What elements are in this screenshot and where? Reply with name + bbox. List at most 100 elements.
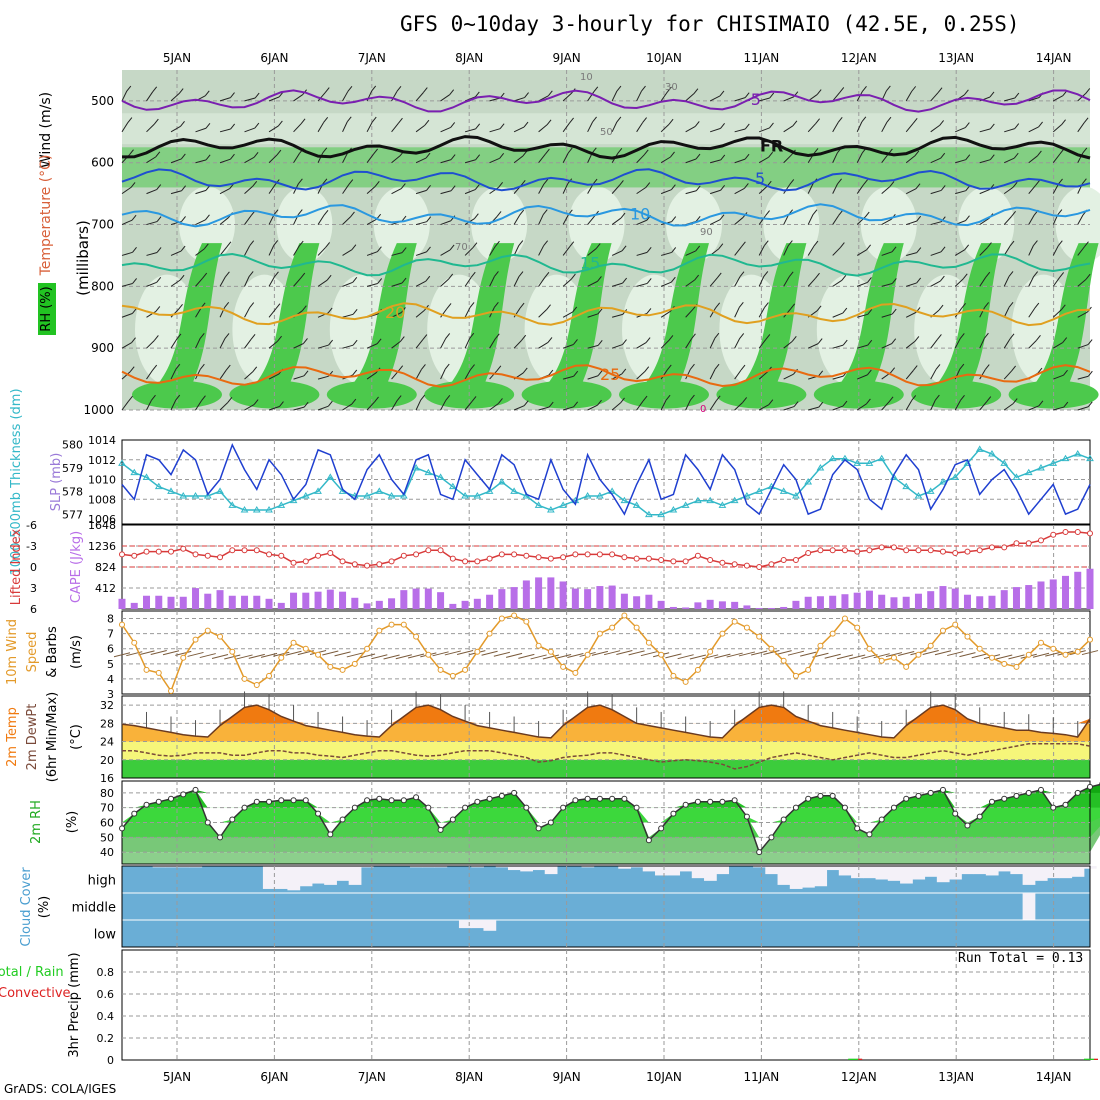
wind-barb-10m — [861, 654, 878, 660]
wind-barb — [426, 185, 431, 191]
wind-barb — [937, 87, 943, 94]
cape-bar — [988, 595, 996, 609]
wind-barb — [832, 247, 841, 256]
cloud-gap — [262, 866, 276, 889]
x-label-bottom: 13JAN — [938, 1070, 974, 1084]
wind-barb — [791, 336, 797, 342]
rh2m-point — [462, 804, 469, 811]
cloud-gap — [753, 866, 766, 868]
x-label-top: 12JAN — [841, 51, 877, 65]
wind-barb — [1028, 214, 1035, 225]
thickness-point — [130, 468, 139, 476]
wind-barb — [1034, 302, 1040, 309]
wind-barb — [293, 406, 305, 411]
panel-frame — [121, 865, 1091, 948]
wind-barb — [121, 122, 129, 133]
cape-bar — [400, 590, 408, 609]
wind-barb — [645, 182, 651, 188]
wind-barb — [984, 364, 990, 370]
cape-bar — [412, 588, 420, 609]
wind-barb — [391, 188, 402, 195]
lifted-index-point — [988, 544, 995, 551]
wind-speed-point — [560, 663, 567, 670]
wind-barb — [622, 277, 628, 284]
wind-barb — [391, 341, 401, 349]
wind-barb — [842, 339, 848, 346]
thickness-point — [1049, 459, 1058, 466]
wind-barb — [293, 245, 300, 256]
cloud-gap — [716, 866, 730, 875]
wind-barb — [930, 339, 938, 349]
wind-speed-point — [204, 627, 211, 634]
wind-barb — [695, 216, 701, 222]
wind-barb — [965, 185, 971, 192]
wind-barb — [268, 154, 278, 164]
thickness-point — [301, 492, 310, 499]
wind-barb — [783, 125, 794, 133]
wind-barb — [758, 245, 765, 256]
wind-barb — [709, 219, 721, 225]
wind-barb — [366, 121, 373, 133]
wind-barb — [317, 405, 329, 411]
wind-barb — [178, 88, 184, 94]
wind-speed-point — [364, 645, 371, 652]
x-label-bottom: 9JAN — [553, 1070, 581, 1084]
wind-barb — [219, 128, 231, 133]
lifted-index-point — [486, 555, 493, 562]
cape-bar — [130, 602, 138, 609]
rh2m-point — [584, 795, 591, 802]
cape-bar — [914, 593, 922, 609]
wind-barb — [547, 90, 553, 97]
wind-barb — [881, 313, 893, 318]
wind-barb — [489, 97, 501, 102]
wind-barb — [720, 154, 726, 161]
wind-barb — [499, 123, 505, 129]
wind-barb — [440, 159, 452, 164]
wind-barb — [837, 117, 843, 123]
wind-barb — [734, 217, 744, 225]
wind-barb — [1028, 340, 1037, 349]
thickness-point — [1024, 468, 1033, 476]
cape-bar — [449, 603, 457, 609]
lifted-index-point — [315, 552, 322, 559]
thickness-point — [1000, 459, 1009, 466]
wind-barb — [538, 95, 549, 102]
wind-barb — [293, 277, 302, 287]
wind-barb — [765, 210, 770, 216]
wind-barb-10m — [604, 650, 621, 656]
wind-barb — [665, 394, 671, 401]
x-label-top: 13JAN — [938, 51, 974, 65]
wind-barb — [619, 180, 624, 186]
lifted-index-point — [633, 555, 640, 562]
wind-barb — [322, 178, 328, 185]
rh2m-point — [792, 804, 799, 811]
wind-barb-10m — [248, 653, 265, 659]
wind-barb — [440, 190, 452, 195]
wind-barb-10m — [800, 651, 817, 657]
wind-barb — [323, 209, 329, 216]
wind-barb-10m — [260, 652, 278, 658]
wind-barb — [219, 158, 231, 164]
legend-wind-label: Wind (m/s) — [38, 92, 54, 168]
rh2m-point — [756, 849, 763, 856]
wind-barb-10m — [518, 653, 535, 659]
wind-barb — [645, 337, 651, 343]
wind-barb — [758, 127, 770, 133]
wind-barb — [199, 363, 205, 370]
wind-barb — [391, 400, 398, 411]
thickness-point — [816, 464, 825, 471]
wind-barb — [643, 149, 649, 156]
lifted-index-point — [1025, 540, 1032, 547]
wind-barb — [489, 338, 496, 349]
lifted-index-point — [952, 550, 959, 556]
wind-barb — [670, 151, 675, 158]
wind-barb — [273, 240, 279, 246]
rh2m-point — [903, 795, 910, 802]
cape-bar — [865, 590, 873, 609]
wind-barb — [939, 275, 945, 282]
wind-barb — [425, 152, 431, 159]
wind-barb — [690, 363, 695, 370]
wind-barb — [660, 91, 668, 102]
wind-barb — [297, 209, 303, 215]
cloud-gap — [275, 866, 288, 889]
